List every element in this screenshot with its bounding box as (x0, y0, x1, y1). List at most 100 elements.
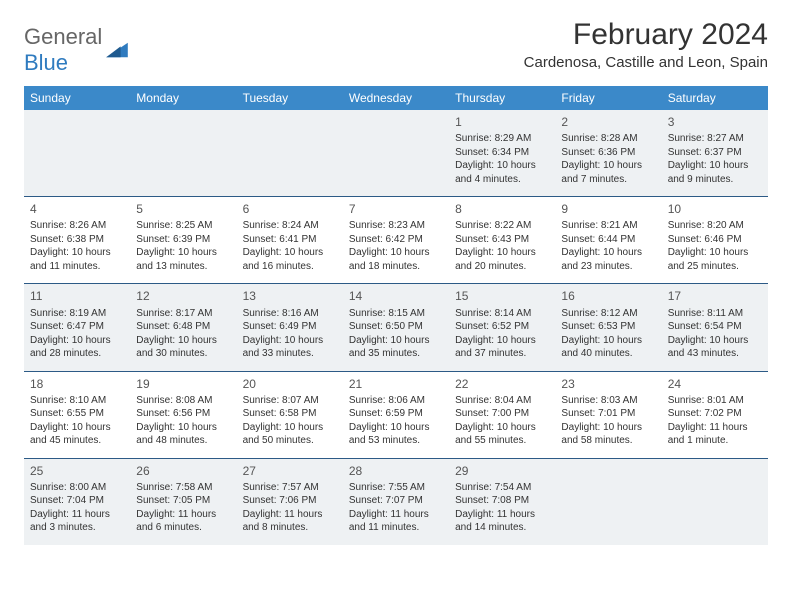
daylight-label: Daylight: (349, 247, 391, 258)
sunset-label: Sunset: (455, 495, 492, 506)
sunrise-value: 8:14 AM (495, 308, 532, 319)
calendar-cell: 4Sunrise: 8:26 AMSunset: 6:38 PMDaylight… (24, 197, 130, 284)
day-info: Sunrise: 8:20 AMSunset: 6:46 PMDaylight:… (668, 219, 762, 273)
calendar-week: 0Sunrise:Sunset:Daylight: 0Sunrise:Sunse… (24, 110, 768, 197)
day-info: Sunrise: 8:04 AMSunset: 7:00 PMDaylight:… (455, 394, 549, 448)
day-info: Sunrise: 8:01 AMSunset: 7:02 PMDaylight:… (668, 394, 762, 448)
daylight-label: Daylight: (668, 160, 710, 171)
sunrise-label: Sunrise: (668, 220, 707, 231)
day-number: 22 (455, 376, 549, 392)
sunrise-value: 8:01 AM (707, 395, 744, 406)
sunset-value: 6:47 PM (67, 321, 104, 332)
sunset-label: Sunset: (30, 408, 67, 419)
sunset-label: Sunset: (349, 321, 386, 332)
sunset-value: 7:07 PM (386, 495, 423, 506)
daylight-label: Daylight: (30, 247, 72, 258)
sunset-label: Sunset: (455, 321, 492, 332)
sunset-label: Sunset: (30, 234, 67, 245)
sunrise-value: 7:58 AM (176, 482, 213, 493)
calendar-cell: 12 Sunrise: 8:17 AMSunset: 6:48 PMDayligh… (130, 284, 236, 371)
day-number: 8 (455, 201, 549, 217)
daylight-label: Daylight: (668, 335, 710, 346)
day-info: Sunrise: 8:00 AMSunset: 7:04 PMDaylight:… (30, 481, 124, 535)
daylight-label: Daylight: (455, 160, 497, 171)
calendar-cell: 13Sunrise: 8:16 AMSunset: 6:49 PMDayligh… (237, 284, 343, 371)
day-header: Tuesday (237, 86, 343, 110)
calendar-table: SundayMondayTuesdayWednesdayThursdayFrid… (24, 86, 768, 545)
sunrise-label: Sunrise: (136, 220, 175, 231)
daylight-label: Daylight: (349, 422, 391, 433)
calendar-cell: 17Sunrise: 8:11 AMSunset: 6:54 PMDayligh… (662, 284, 768, 371)
daylight-label: Daylight: (30, 509, 72, 520)
sunset-label: Sunset: (561, 147, 598, 158)
sunrise-label: Sunrise: (136, 308, 175, 319)
sunset-label: Sunset: (136, 495, 173, 506)
day-info: Sunrise: 8:21 AMSunset: 6:44 PMDaylight:… (561, 219, 655, 273)
sunset-label: Sunset: (243, 321, 280, 332)
day-info: Sunrise: 8:28 AMSunset: 6:36 PMDaylight:… (561, 132, 655, 186)
day-info: Sunrise: 7:54 AMSunset: 7:08 PMDaylight:… (455, 481, 549, 535)
sunset-value: 6:46 PM (704, 234, 741, 245)
calendar-cell: 10Sunrise: 8:20 AMSunset: 6:46 PMDayligh… (662, 197, 768, 284)
calendar-cell: 0Sunrise:Sunset:Daylight: (130, 110, 236, 197)
day-number: 11 (30, 288, 124, 304)
calendar-cell: 26Sunrise: 7:58 AMSunset: 7:05 PMDayligh… (130, 458, 236, 545)
daylight-label: Daylight: (349, 509, 391, 520)
daylight-label: Daylight: (455, 509, 497, 520)
calendar-cell: 25 Sunrise: 8:00 AMSunset: 7:04 PMDayligh… (24, 458, 130, 545)
day-info: Sunrise: 8:11 AMSunset: 6:54 PMDaylight:… (668, 307, 762, 361)
day-info: Sunrise: 8:17 AMSunset: 6:48 PMDaylight:… (136, 307, 230, 361)
sunset-label: Sunset: (349, 495, 386, 506)
day-info: Sunrise: 8:26 AMSunset: 6:38 PMDaylight:… (30, 219, 124, 273)
daylight-label: Daylight: (455, 335, 497, 346)
daylight-label: Daylight: (136, 422, 178, 433)
daylight-label: Daylight: (455, 247, 497, 258)
sunrise-label: Sunrise: (30, 395, 69, 406)
day-header: Thursday (449, 86, 555, 110)
sunset-value: 6:59 PM (386, 408, 423, 419)
sunrise-label: Sunrise: (349, 220, 388, 231)
sunset-value: 7:06 PM (279, 495, 316, 506)
daylight-label: Daylight: (243, 247, 285, 258)
sunrise-label: Sunrise: (561, 308, 600, 319)
sunrise-value: 8:21 AM (601, 220, 638, 231)
sunset-value: 6:55 PM (67, 408, 104, 419)
location-text: Cardenosa, Castille and Leon, Spain (524, 54, 768, 71)
sunrise-value: 8:22 AM (495, 220, 532, 231)
sunset-label: Sunset: (30, 495, 67, 506)
daylight-label: Daylight: (455, 422, 497, 433)
sunrise-label: Sunrise: (349, 308, 388, 319)
day-number: 24 (668, 376, 762, 392)
day-number: 25 (30, 463, 124, 479)
sunrise-value: 8:06 AM (388, 395, 425, 406)
sunrise-value: 8:25 AM (176, 220, 213, 231)
calendar-cell: 9Sunrise: 8:21 AMSunset: 6:44 PMDaylight… (555, 197, 661, 284)
sunset-label: Sunset: (349, 234, 386, 245)
sunrise-label: Sunrise: (668, 133, 707, 144)
day-header: Sunday (24, 86, 130, 110)
calendar-header-row: SundayMondayTuesdayWednesdayThursdayFrid… (24, 86, 768, 110)
calendar-cell: 19Sunrise: 8:08 AMSunset: 6:56 PMDayligh… (130, 371, 236, 458)
day-number: 1 (455, 114, 549, 130)
sunrise-label: Sunrise: (561, 220, 600, 231)
logo: General Blue (24, 18, 128, 76)
sunrise-value: 8:19 AM (69, 308, 106, 319)
day-info: Sunrise: 7:57 AMSunset: 7:06 PMDaylight:… (243, 481, 337, 535)
sunrise-label: Sunrise: (349, 395, 388, 406)
sunrise-label: Sunrise: (561, 133, 600, 144)
sunset-value: 6:34 PM (492, 147, 529, 158)
sunrise-value: 8:16 AM (282, 308, 319, 319)
calendar-cell: 27Sunrise: 7:57 AMSunset: 7:06 PMDayligh… (237, 458, 343, 545)
sunset-label: Sunset: (561, 408, 598, 419)
sunrise-value: 8:20 AM (707, 220, 744, 231)
calendar-week: 25 Sunrise: 8:00 AMSunset: 7:04 PMDayligh… (24, 458, 768, 545)
day-number: 12 (136, 288, 230, 304)
calendar-cell: 7Sunrise: 8:23 AMSunset: 6:42 PMDaylight… (343, 197, 449, 284)
day-info: Sunrise: 7:58 AMSunset: 7:05 PMDaylight:… (136, 481, 230, 535)
sunset-value: 6:39 PM (173, 234, 210, 245)
daylight-label: Daylight: (136, 247, 178, 258)
daylight-label: Daylight: (561, 335, 603, 346)
day-info: Sunrise: 8:03 AMSunset: 7:01 PMDaylight:… (561, 394, 655, 448)
sunrise-value: 8:00 AM (69, 482, 106, 493)
daylight-label: Daylight: (668, 422, 710, 433)
